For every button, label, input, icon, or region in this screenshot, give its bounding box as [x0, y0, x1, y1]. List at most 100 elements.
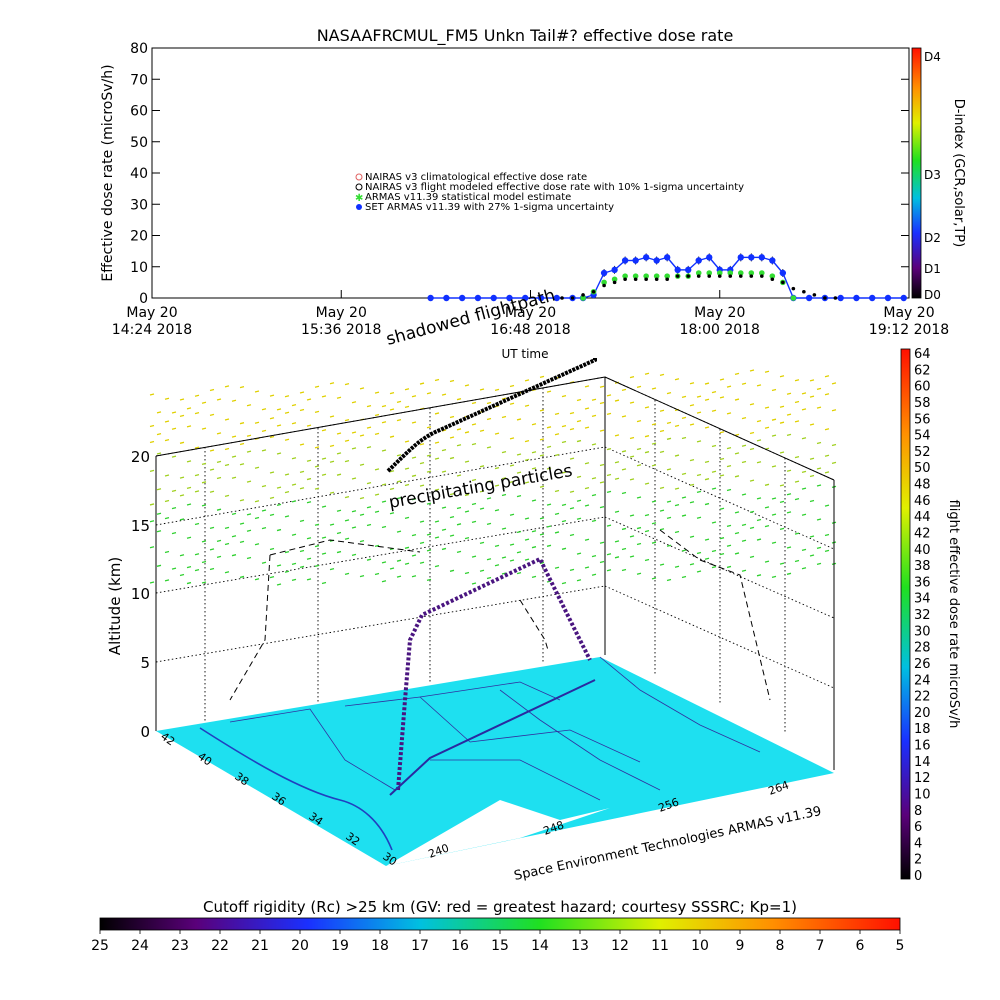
particle-dash — [546, 525, 552, 528]
particle-dash — [561, 503, 567, 506]
particle-dash — [644, 558, 650, 562]
particle-dash — [666, 500, 672, 503]
particle-dash — [231, 455, 237, 458]
particle-dash — [704, 382, 710, 385]
particle-dash — [171, 455, 177, 458]
particle-dash — [509, 513, 515, 516]
particle-dash — [179, 414, 185, 418]
particle-dash — [524, 458, 530, 462]
dose-rate-tick: 48 — [914, 478, 931, 493]
particle-dash — [786, 413, 792, 416]
particle-dash — [441, 547, 447, 551]
particle-dash — [381, 421, 387, 424]
particle-dash — [779, 562, 785, 565]
particle-dash — [786, 469, 792, 472]
particle-dash — [336, 452, 342, 455]
particle-dash — [186, 503, 192, 506]
dose-rate-tick: 4 — [914, 836, 922, 851]
particle-dash — [216, 508, 222, 511]
particle-dash — [749, 431, 755, 435]
particle-dash — [531, 499, 537, 502]
particle-dash — [366, 558, 372, 561]
particle-dash — [209, 490, 215, 493]
particle-dash — [246, 480, 252, 483]
particle-dash — [411, 474, 417, 477]
y-tick-label: 50 — [130, 135, 148, 151]
particle-dash — [381, 500, 387, 503]
particle-dash — [546, 445, 552, 448]
particle-dash — [404, 440, 410, 443]
particle-dash — [434, 441, 440, 444]
particle-dash — [509, 543, 515, 546]
particle-dash — [149, 520, 155, 523]
shadowed-flight-track — [386, 358, 597, 473]
particle-dash — [336, 432, 342, 435]
particle-dash — [479, 465, 485, 468]
particle-dash — [584, 538, 590, 541]
particle-dash — [749, 447, 755, 451]
data-point — [769, 273, 776, 279]
particle-dash — [186, 460, 192, 463]
x-tick-time: 16:48 2018 — [490, 322, 570, 338]
particle-dash — [464, 431, 470, 434]
particle-dash — [651, 541, 657, 544]
particle-dash — [486, 576, 492, 580]
particle-dash — [756, 384, 762, 387]
particle-dash — [674, 378, 680, 381]
particle-dash — [194, 446, 200, 449]
particle-dash — [561, 424, 567, 428]
particle-dash — [179, 518, 185, 521]
particle-dash — [824, 454, 830, 457]
particle-dash — [629, 455, 635, 458]
particle-dash — [719, 457, 725, 461]
particle-dash — [786, 392, 792, 395]
d-index-tick: D4 — [924, 50, 941, 64]
particle-dash — [561, 471, 567, 474]
data-point — [790, 295, 797, 301]
particle-dash — [621, 388, 627, 391]
particle-dash — [659, 528, 665, 531]
particle-dash — [471, 478, 477, 482]
dose-rate-tick: 52 — [914, 445, 931, 460]
particle-dash — [171, 567, 177, 570]
particle-dash — [291, 404, 297, 407]
particle-dash — [719, 396, 725, 399]
particle-dash — [246, 450, 252, 453]
particle-dash — [194, 490, 200, 493]
particle-dash — [216, 460, 222, 464]
particle-dash — [546, 467, 552, 470]
particle-dash — [299, 391, 305, 394]
particle-dash — [396, 530, 402, 533]
particle-dash — [606, 553, 612, 556]
y-tick-label: 60 — [130, 104, 148, 120]
particle-dash — [524, 379, 530, 382]
dose-rate-tick: 62 — [914, 363, 931, 378]
particle-dash — [696, 440, 702, 443]
particle-dash — [404, 405, 410, 408]
particle-dash — [351, 431, 357, 434]
particle-dash — [831, 409, 837, 412]
dose-rate-tick: 30 — [914, 624, 931, 639]
rc-tick-label: 6 — [856, 938, 865, 954]
particle-dash — [561, 582, 567, 585]
particle-dash — [344, 460, 350, 463]
dose-rate-tick: 34 — [914, 592, 931, 607]
particle-dash — [764, 506, 770, 509]
particle-dash — [314, 564, 320, 568]
particle-dash — [674, 487, 680, 490]
particle-dash — [561, 519, 567, 523]
legend-entry: ARMAS v11.39 statistical model estimate — [365, 192, 571, 203]
particle-dash — [786, 493, 792, 496]
particle-dash — [741, 382, 747, 385]
particle-dash — [201, 427, 207, 430]
particle-dash — [824, 428, 830, 431]
series-segment — [782, 272, 794, 299]
particle-dash — [381, 561, 387, 564]
particle-dash — [516, 418, 522, 421]
particle-dash — [434, 536, 440, 539]
particle-dash — [741, 460, 747, 464]
particle-dash — [666, 516, 672, 519]
rc-tick-label: 7 — [816, 938, 825, 954]
particle-dash — [591, 519, 597, 522]
dose-rate-tick: 54 — [914, 429, 931, 444]
